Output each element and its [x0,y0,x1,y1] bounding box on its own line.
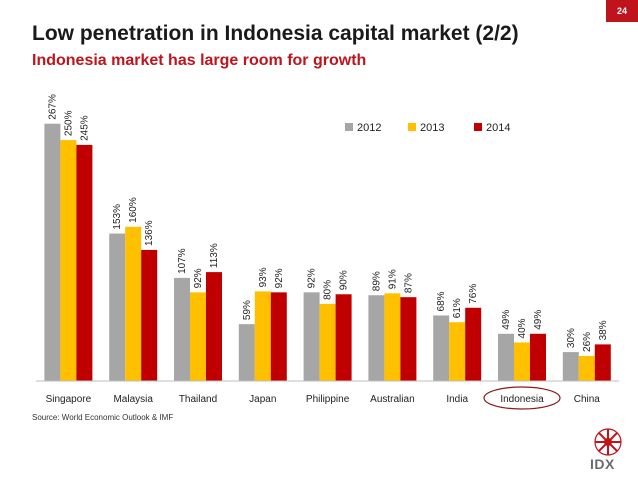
bar-philippine-2014 [335,294,352,381]
data-label-india-2012: 68% [436,291,447,311]
x-tick-indonesia: Indonesia [500,394,544,405]
data-label-indonesia-2012: 49% [501,310,512,330]
data-label-philippine-2014: 90% [339,270,350,290]
x-tick-malaysia: Malaysia [113,394,153,405]
bar-indonesia-2012 [498,333,514,381]
data-label-malaysia-2013: 160% [128,197,139,223]
data-label-china-2012: 30% [566,328,577,348]
idx-logo-text: IDX [590,456,615,472]
x-tick-china: China [574,394,601,405]
data-label-singapore-2013: 250% [63,110,74,136]
bar-thailand-2012 [174,277,190,381]
data-label-japan-2013: 93% [258,267,269,287]
bar-singapore-2014 [76,144,93,381]
data-label-group: 267% 250% 245% 153% 160% 136% 107% 92% 113% 59% 93… [47,94,608,352]
x-tick-singapore: Singapore [46,394,92,405]
bar-india-2012 [433,315,450,381]
bar-japan-2012 [238,324,255,381]
data-label-india-2013: 61% [452,298,463,318]
bar-indonesia-2013 [514,342,530,381]
x-tick-philippine: Philippine [306,394,350,405]
source-note: Source: World Economic Outlook & IMF [32,413,174,422]
bar-japan-2013 [254,291,271,381]
data-label-philippine-2012: 92% [307,268,318,288]
legend-swatch-2012 [345,123,353,131]
data-label-japan-2014: 92% [274,268,285,288]
page-number-badge: 24 [606,0,638,22]
data-label-malaysia-2014: 136% [144,220,155,246]
bar-india-2014 [465,307,482,381]
bar-group [44,123,611,381]
idx-logo-icon [594,428,622,456]
data-label-malaysia-2012: 153% [112,204,123,230]
bar-singapore-2012 [44,123,61,381]
bar-malaysia-2012 [109,233,126,381]
bar-australian-2013 [384,293,401,381]
x-tick-labels: Singapore Malaysia Thailand Japan Philippine… [46,394,601,405]
legend-swatch-2014 [474,123,482,131]
data-label-japan-2012: 59% [242,300,253,320]
bar-indonesia-2014 [530,333,546,381]
data-label-thailand-2012: 107% [177,248,188,274]
data-label-singapore-2014: 245% [79,115,90,141]
page-title: Low penetration in Indonesia capital mar… [32,22,519,45]
data-label-china-2013: 26% [582,332,593,352]
data-label-china-2014: 38% [598,320,609,340]
legend-swatch-2013 [408,123,416,131]
x-tick-india: India [446,394,468,405]
bar-thailand-2014 [206,272,222,381]
x-tick-japan: Japan [249,394,276,405]
data-label-singapore-2012: 267% [47,94,58,120]
bar-philippine-2013 [319,303,336,381]
page-subtitle: Indonesia market has large room for grow… [32,52,367,69]
bar-thailand-2013 [190,292,206,381]
bar-malaysia-2013 [125,226,142,381]
chart-legend: 2012 2013 2014 [345,122,510,134]
data-label-indonesia-2014: 49% [533,310,544,330]
data-label-australian-2014: 87% [403,273,414,293]
bar-china-2012 [562,352,579,381]
bar-japan-2014 [270,292,287,381]
data-label-thailand-2014: 113% [209,243,220,268]
x-tick-thailand: Thailand [179,394,217,405]
bar-china-2014 [594,344,611,381]
bar-australian-2014 [400,297,417,381]
bar-malaysia-2014 [141,249,158,381]
x-tick-australian: Australian [370,394,414,405]
legend-label-2012: 2012 [357,122,381,134]
bar-philippine-2012 [303,292,320,381]
data-label-philippine-2013: 80% [323,280,334,300]
data-label-india-2014: 76% [468,284,479,304]
bar-australian-2012 [368,295,385,381]
bar-india-2013 [449,322,466,381]
data-label-australian-2013: 91% [387,269,398,289]
highlight-ring [483,386,561,410]
data-label-indonesia-2013: 40% [517,318,528,338]
legend-label-2013: 2013 [420,122,444,134]
legend-label-2014: 2014 [486,122,510,134]
bar-china-2013 [578,355,595,381]
data-label-thailand-2013: 92% [193,268,204,288]
bar-singapore-2013 [60,140,77,381]
data-label-australian-2012: 89% [371,271,382,291]
